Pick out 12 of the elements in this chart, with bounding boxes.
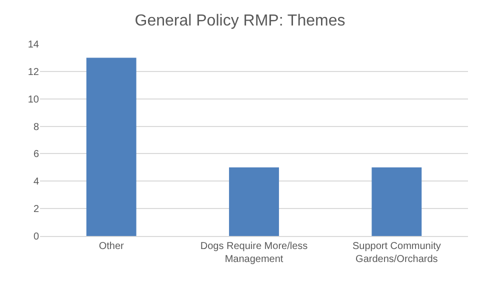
y-tick-label: 14 xyxy=(28,40,40,50)
y-tick-label: 8 xyxy=(33,122,40,133)
y-tick-label: 4 xyxy=(33,176,40,188)
y-tick-label: 2 xyxy=(33,204,40,216)
x-tick-label: Dogs Require More/less Management xyxy=(200,241,308,265)
y-tick-label: 12 xyxy=(28,66,40,78)
y-tick-label: 6 xyxy=(33,149,40,160)
y-tick-label: 10 xyxy=(28,94,40,106)
x-tick-label: Support Community Gardens/Orchards xyxy=(352,241,441,265)
x-tick-label: Other xyxy=(98,241,124,252)
chart-title: General Policy RMP: Themes xyxy=(134,12,346,30)
y-tick-label: 0 xyxy=(33,232,40,242)
